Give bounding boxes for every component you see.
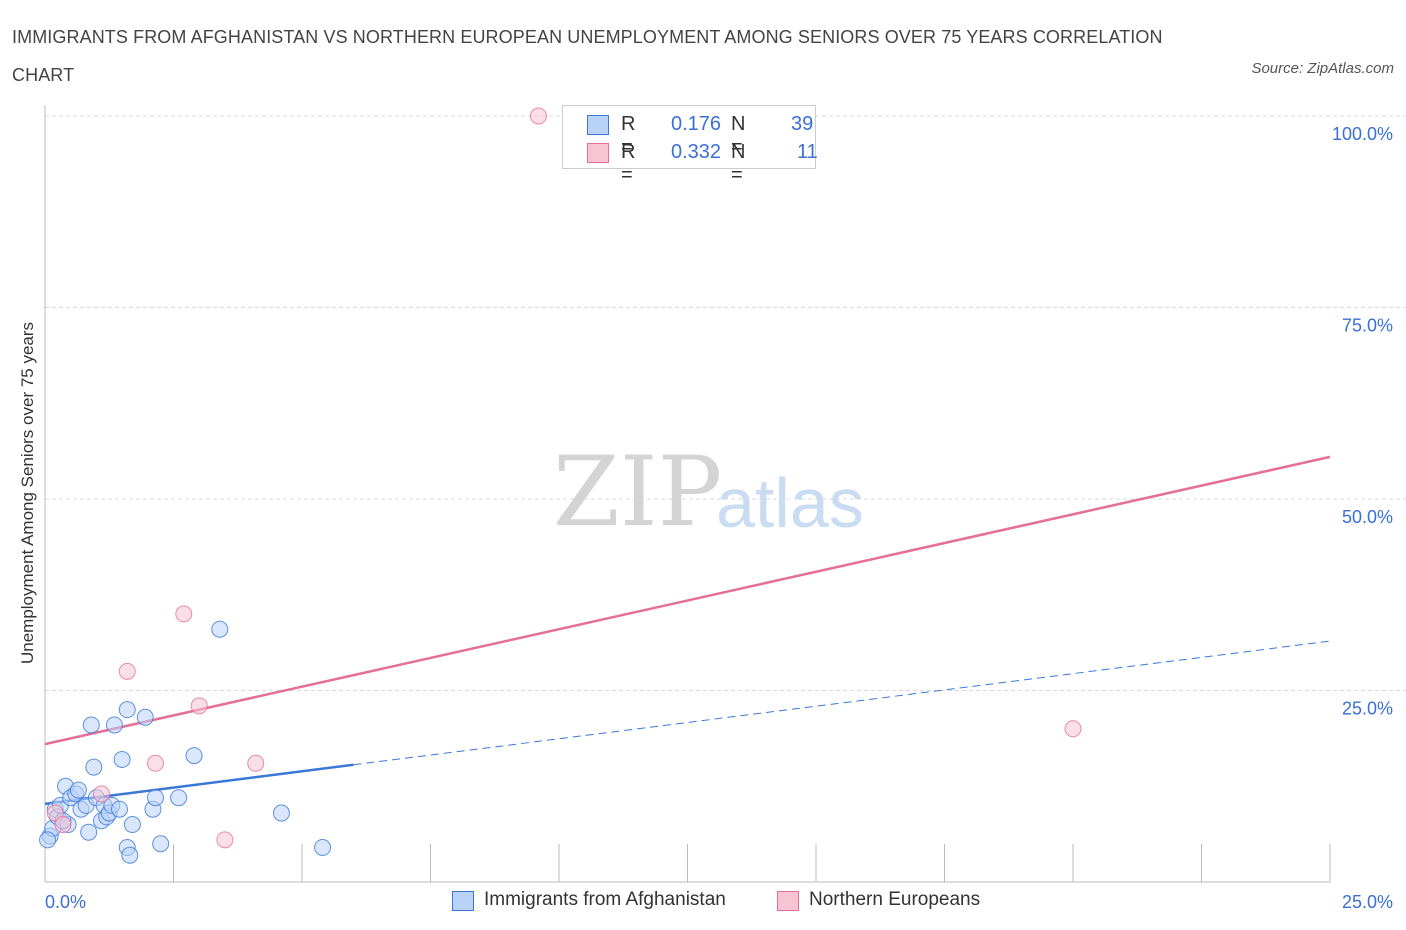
data-point-afghanistan bbox=[123, 816, 141, 834]
legend-n-value: 39 bbox=[791, 113, 814, 135]
data-point-afghanistan bbox=[118, 701, 136, 719]
data-point-afghanistan bbox=[105, 716, 123, 734]
chart-title: IMMIGRANTS FROM AFGHANISTAN VS NORTHERN … bbox=[12, 27, 1163, 85]
legend-swatch-blue bbox=[587, 115, 609, 135]
data-point-afghanistan bbox=[136, 708, 154, 726]
data-point-afghanistan bbox=[121, 846, 139, 864]
data-point-northern-european bbox=[118, 662, 136, 680]
bottom-legend-swatch-blue bbox=[452, 891, 474, 911]
data-point-northern-european bbox=[175, 605, 193, 623]
legend-r-label: R = bbox=[621, 113, 636, 158]
data-point-northern-european bbox=[1064, 720, 1082, 738]
grid-lines bbox=[45, 115, 1406, 691]
watermark-atlas: atlas bbox=[716, 464, 864, 542]
legend-swatch-pink bbox=[587, 143, 609, 163]
data-point-afghanistan bbox=[111, 800, 129, 818]
data-point-afghanistan bbox=[80, 823, 98, 841]
y-axis-label: Unemployment Among Seniors over 75 years bbox=[18, 321, 37, 665]
legend-r-label: R = bbox=[621, 141, 636, 186]
bottom-legend-label-blue: Immigrants from Afghanistan bbox=[484, 889, 726, 910]
legend-n-label: N = bbox=[731, 113, 746, 158]
legend-n-label: N = bbox=[731, 141, 746, 186]
source-note: Source: ZipAtlas.com bbox=[1251, 60, 1394, 77]
legend-n-value: 11 bbox=[797, 141, 818, 163]
data-point-northern-european bbox=[529, 107, 547, 125]
data-point-afghanistan bbox=[113, 750, 131, 768]
bottom-legend-label-pink: Northern Europeans bbox=[809, 889, 981, 910]
legend-r-value: 0.176 bbox=[670, 113, 722, 135]
data-point-afghanistan bbox=[82, 716, 100, 734]
bottom-legend-swatch-pink bbox=[777, 891, 799, 911]
tick-labels: 25.0% 50.0% 75.0% 100.0% 0.0% 25.0% bbox=[45, 124, 1393, 912]
legend-r-value: 0.332 bbox=[670, 141, 722, 163]
data-point-afghanistan bbox=[211, 620, 229, 638]
data-point-afghanistan bbox=[185, 747, 203, 765]
data-point-afghanistan bbox=[170, 789, 188, 807]
x-tick-label: 25.0% bbox=[1342, 892, 1393, 912]
y-tick-label: 100.0% bbox=[1332, 124, 1393, 144]
data-point-afghanistan bbox=[39, 831, 57, 849]
trend-line bbox=[44, 455, 1331, 746]
y-tick-label: 75.0% bbox=[1342, 316, 1393, 336]
data-point-northern-european bbox=[247, 754, 265, 772]
axes bbox=[44, 105, 1331, 883]
data-point-afghanistan bbox=[85, 758, 103, 776]
data-point-northern-european bbox=[93, 785, 111, 803]
data-point-northern-european bbox=[216, 831, 234, 849]
data-point-afghanistan bbox=[147, 789, 165, 807]
data-point-afghanistan bbox=[152, 835, 170, 853]
y-tick-label: 25.0% bbox=[1342, 699, 1393, 719]
trend-line-dashed bbox=[353, 640, 1331, 766]
legend-box: R = 0.176 N = 39 R = 0.332 N = 11 bbox=[562, 105, 818, 186]
data-point-afghanistan bbox=[69, 781, 87, 799]
data-point-northern-european bbox=[147, 754, 165, 772]
data-point-northern-european bbox=[190, 697, 208, 715]
data-point-afghanistan bbox=[272, 804, 290, 822]
y-tick-label: 50.0% bbox=[1342, 507, 1393, 527]
data-point-northern-european bbox=[54, 816, 72, 834]
data-points bbox=[39, 107, 1082, 864]
data-point-afghanistan bbox=[314, 839, 332, 857]
x-tick-label: 0.0% bbox=[45, 892, 86, 912]
watermark-zip: ZIP bbox=[553, 436, 722, 548]
